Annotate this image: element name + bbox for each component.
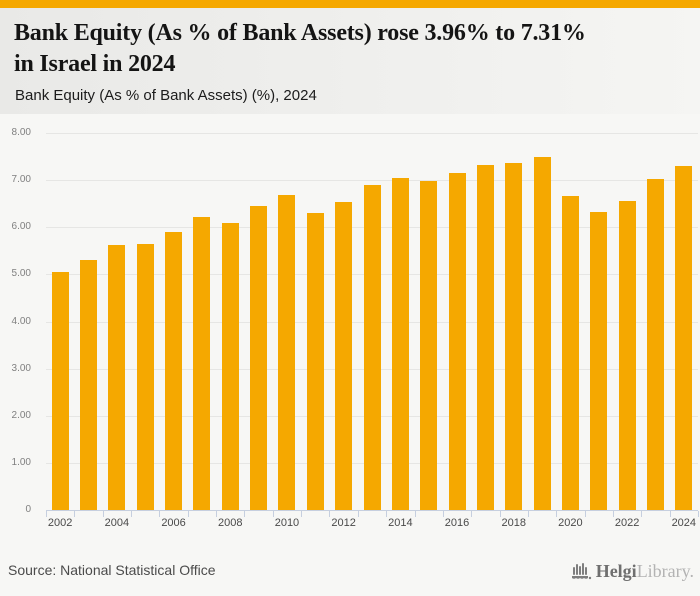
bar-2014 bbox=[391, 178, 409, 510]
chart-header: Bank Equity (As % of Bank Assets) rose 3… bbox=[0, 8, 700, 114]
helgi-library-logo: Helgi Library. bbox=[570, 557, 694, 585]
x-axis-tick bbox=[301, 511, 303, 517]
x-axis-tick-label: 2020 bbox=[558, 517, 583, 529]
x-axis-tick bbox=[187, 511, 189, 517]
x-axis-tick-label: 2016 bbox=[444, 517, 470, 529]
bar-2005 bbox=[136, 244, 154, 510]
x-axis-tick bbox=[329, 511, 331, 517]
x-axis-tick bbox=[698, 511, 699, 517]
x-axis-tick-label: 2022 bbox=[614, 517, 640, 529]
x-axis-tick bbox=[669, 511, 671, 517]
bar-2013 bbox=[363, 184, 381, 510]
x-axis-tick-label: 2010 bbox=[274, 517, 300, 529]
x-axis-tick-label: 2008 bbox=[218, 517, 243, 529]
y-axis-tick-label: 6.00 bbox=[11, 221, 31, 233]
x-axis-line bbox=[46, 510, 698, 511]
x-axis-tick bbox=[527, 511, 529, 517]
page-title-line2: in Israel in 2024 bbox=[14, 51, 176, 77]
bar-2022 bbox=[618, 200, 636, 510]
bar-2016 bbox=[448, 172, 466, 510]
chart-subtitle: Bank Equity (As % of Bank Assets) (%), 2… bbox=[15, 87, 317, 104]
x-axis-tick-label: 2006 bbox=[161, 517, 186, 529]
x-axis-tick-label: 2012 bbox=[331, 517, 356, 529]
bar-2003 bbox=[80, 260, 98, 510]
y-axis-tick-label: 7.00 bbox=[11, 174, 31, 186]
x-axis-tick bbox=[74, 511, 76, 517]
y-axis-tick-label: 2.00 bbox=[11, 409, 31, 421]
library-columns-icon bbox=[571, 563, 591, 580]
y-axis-tick-label: 5.00 bbox=[11, 268, 31, 280]
bar-2012 bbox=[335, 201, 353, 510]
x-axis-tick bbox=[556, 511, 558, 517]
x-axis-tick bbox=[46, 511, 47, 517]
x-axis-tick bbox=[386, 511, 388, 517]
bar-2002 bbox=[51, 272, 69, 510]
bar-2011 bbox=[306, 212, 324, 510]
bar-2019 bbox=[533, 156, 551, 510]
x-axis-tick bbox=[641, 511, 643, 517]
y-axis-tick-label: 1.00 bbox=[11, 456, 31, 468]
bar-2010 bbox=[278, 195, 296, 510]
x-axis-tick bbox=[216, 511, 218, 517]
bar-2006 bbox=[165, 232, 183, 510]
y-axis-tick-label: 0 bbox=[25, 504, 31, 515]
bar-2015 bbox=[420, 180, 438, 510]
x-axis-tick-label: 2018 bbox=[501, 517, 526, 529]
x-axis-tick bbox=[159, 511, 161, 517]
x-axis-tick bbox=[584, 511, 586, 517]
gridline bbox=[46, 180, 698, 182]
bar-2021 bbox=[590, 212, 608, 510]
x-axis-tick bbox=[244, 511, 246, 517]
x-axis-tick-label: 2014 bbox=[388, 517, 413, 529]
x-axis-tick bbox=[272, 511, 274, 517]
accent-topbar bbox=[0, 0, 700, 8]
source-text: Source: National Statistical Office bbox=[8, 562, 216, 578]
page-title: Bank Equity (As % of Bank Assets) rose 3… bbox=[14, 18, 586, 80]
x-axis-tick bbox=[442, 511, 444, 517]
bar-2017 bbox=[476, 165, 494, 510]
bar-2009 bbox=[250, 206, 268, 510]
x-axis-tick-label: 2004 bbox=[104, 517, 130, 529]
x-axis-tick bbox=[414, 511, 416, 517]
x-axis-tick-label: 2024 bbox=[671, 517, 697, 529]
x-axis-tick bbox=[131, 511, 133, 517]
bar-2008 bbox=[221, 222, 239, 510]
x-axis-tick bbox=[499, 511, 501, 517]
x-axis-tick bbox=[612, 511, 614, 517]
gridline bbox=[46, 133, 698, 134]
y-axis-tick-label: 8.00 bbox=[11, 127, 31, 138]
bar-2020 bbox=[561, 195, 579, 510]
bar-2007 bbox=[193, 216, 211, 510]
logo-suffix-text: Library. bbox=[636, 560, 694, 581]
logo-brand-text: Helgi bbox=[595, 560, 637, 581]
x-axis-tick-label: 2002 bbox=[47, 517, 73, 529]
bar-2018 bbox=[505, 162, 523, 510]
x-axis-tick bbox=[102, 511, 104, 517]
y-axis-tick-label: 3.00 bbox=[11, 362, 31, 374]
x-axis-tick bbox=[357, 511, 359, 517]
bar-2004 bbox=[108, 245, 126, 510]
bar-2023 bbox=[646, 178, 664, 510]
bar-2024 bbox=[675, 165, 693, 510]
page-title-line1: Bank Equity (As % of Bank Assets) rose 3… bbox=[14, 20, 586, 46]
y-axis-tick-label: 4.00 bbox=[11, 315, 31, 327]
x-axis-tick bbox=[471, 511, 473, 517]
